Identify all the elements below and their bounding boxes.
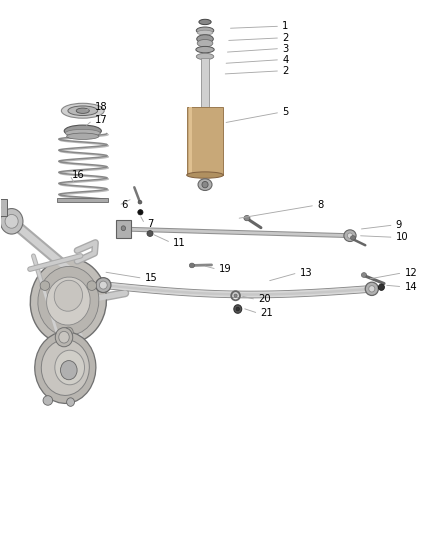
- Ellipse shape: [196, 27, 214, 34]
- Text: 2: 2: [283, 66, 289, 76]
- Ellipse shape: [234, 305, 242, 313]
- Ellipse shape: [199, 19, 211, 25]
- Text: 18: 18: [95, 102, 107, 112]
- Ellipse shape: [344, 230, 356, 241]
- Polygon shape: [187, 107, 223, 175]
- Ellipse shape: [55, 328, 73, 347]
- Ellipse shape: [369, 286, 375, 292]
- Polygon shape: [0, 199, 7, 216]
- Ellipse shape: [138, 209, 143, 215]
- Ellipse shape: [40, 281, 50, 290]
- Ellipse shape: [61, 103, 104, 118]
- Ellipse shape: [202, 181, 208, 188]
- Text: 14: 14: [405, 282, 417, 292]
- Ellipse shape: [147, 231, 153, 237]
- Text: 3: 3: [283, 44, 289, 53]
- Text: 10: 10: [396, 232, 409, 243]
- Ellipse shape: [189, 263, 194, 268]
- Text: 17: 17: [95, 115, 107, 125]
- Ellipse shape: [196, 46, 214, 53]
- Ellipse shape: [67, 133, 99, 140]
- Ellipse shape: [197, 35, 213, 43]
- Ellipse shape: [121, 226, 126, 231]
- Ellipse shape: [87, 281, 97, 290]
- Text: 21: 21: [261, 308, 273, 318]
- Text: 19: 19: [219, 264, 232, 274]
- Text: 6: 6: [121, 200, 127, 211]
- Polygon shape: [57, 198, 108, 202]
- Ellipse shape: [0, 204, 1, 211]
- Ellipse shape: [234, 294, 237, 297]
- Text: 1: 1: [283, 21, 289, 31]
- Text: 4: 4: [283, 55, 289, 64]
- Text: 2: 2: [283, 33, 289, 43]
- Ellipse shape: [64, 327, 73, 337]
- Ellipse shape: [0, 208, 23, 234]
- Ellipse shape: [347, 233, 353, 238]
- Ellipse shape: [68, 106, 98, 116]
- Text: 13: 13: [300, 268, 312, 278]
- Ellipse shape: [35, 332, 96, 403]
- Ellipse shape: [197, 39, 213, 47]
- Ellipse shape: [30, 259, 106, 344]
- Ellipse shape: [38, 266, 99, 336]
- Ellipse shape: [55, 350, 85, 385]
- Ellipse shape: [378, 284, 385, 290]
- Text: 15: 15: [145, 273, 158, 283]
- Text: 11: 11: [173, 238, 186, 247]
- Polygon shape: [50, 389, 71, 399]
- Ellipse shape: [95, 278, 111, 293]
- Ellipse shape: [361, 272, 367, 277]
- Ellipse shape: [46, 277, 90, 325]
- Text: 8: 8: [317, 200, 324, 211]
- Polygon shape: [116, 220, 131, 238]
- Text: 9: 9: [396, 220, 402, 230]
- Ellipse shape: [65, 130, 100, 137]
- Ellipse shape: [76, 108, 89, 114]
- Text: 16: 16: [72, 170, 85, 180]
- Ellipse shape: [350, 236, 356, 240]
- Text: 7: 7: [147, 219, 153, 229]
- Ellipse shape: [236, 307, 240, 311]
- Ellipse shape: [99, 281, 107, 289]
- Ellipse shape: [64, 125, 101, 137]
- Ellipse shape: [60, 361, 77, 379]
- Ellipse shape: [244, 215, 250, 221]
- Ellipse shape: [187, 172, 223, 178]
- Ellipse shape: [138, 200, 142, 204]
- Text: 5: 5: [283, 107, 289, 117]
- Ellipse shape: [196, 53, 214, 60]
- Ellipse shape: [59, 332, 69, 343]
- Ellipse shape: [54, 280, 82, 311]
- Ellipse shape: [5, 214, 18, 228]
- Ellipse shape: [198, 179, 212, 190]
- Ellipse shape: [67, 398, 74, 406]
- Text: 20: 20: [258, 294, 271, 304]
- Ellipse shape: [197, 30, 213, 35]
- Ellipse shape: [365, 282, 378, 295]
- Text: 12: 12: [405, 268, 417, 278]
- Ellipse shape: [43, 395, 53, 405]
- Polygon shape: [201, 58, 209, 107]
- Ellipse shape: [41, 340, 89, 395]
- Polygon shape: [189, 107, 192, 175]
